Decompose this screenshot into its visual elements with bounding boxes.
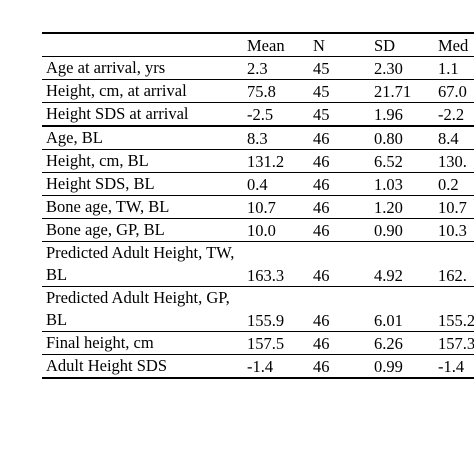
cell: 46 <box>313 175 330 194</box>
row-label: Age at arrival, yrs <box>46 58 166 77</box>
header-cell: Mean <box>247 36 285 55</box>
header-cell <box>42 33 243 57</box>
cell: 162. <box>438 266 467 285</box>
cell: -1.4 <box>247 357 274 376</box>
row-label: Height, cm, BL <box>46 151 149 170</box>
row-label: Bone age, GP, BL <box>46 220 165 239</box>
cell: 10.7 <box>438 198 467 217</box>
cell: 155.2 <box>438 311 474 330</box>
cell: 1.96 <box>374 105 403 124</box>
header-cell: Med <box>438 36 469 55</box>
cell: 8.3 <box>247 129 268 148</box>
cell: 46 <box>313 357 330 376</box>
table-row: Bone age, GP, BL 10.0 46 0.90 10.3 <box>42 219 474 242</box>
cell: 45 <box>313 105 330 124</box>
cell: -2.5 <box>247 105 274 124</box>
table-row: Height, cm, BL 131.2 46 6.52 130. <box>42 150 474 173</box>
cell: 157.5 <box>247 334 285 353</box>
header-cell: SD <box>374 36 396 55</box>
row-label: Bone age, TW, BL <box>46 197 170 216</box>
table-row: Age at arrival, yrs 2.3 45 2.30 1.1 <box>42 57 474 80</box>
cell: 163.3 <box>247 266 285 285</box>
row-label: Height SDS, BL <box>46 174 155 193</box>
cell: 155.9 <box>247 311 285 330</box>
cell: 130. <box>438 152 467 171</box>
table-row: Height SDS, BL 0.4 46 1.03 0.2 <box>42 173 474 196</box>
cell: 6.01 <box>374 311 403 330</box>
cell: 10.7 <box>247 198 276 217</box>
table-row: Predicted Adult Height, TW, BL 163.3 46 4.9… <box>42 242 474 287</box>
cell: -1.4 <box>438 357 465 376</box>
table-row: Adult Height SDS -1.4 46 0.99 -1.4 <box>42 355 474 378</box>
table-container: Mean N SD Med Age at arrival, yrs 2.3 45 2.… <box>42 32 474 379</box>
cell: 10.0 <box>247 221 276 240</box>
cell: 21.71 <box>374 82 412 101</box>
cell: 0.99 <box>374 357 403 376</box>
data-table: Mean N SD Med Age at arrival, yrs 2.3 45 2.… <box>42 32 474 379</box>
cell: 46 <box>313 311 330 330</box>
row-label: Age, BL <box>46 128 103 147</box>
row-label: Adult Height SDS <box>46 356 168 375</box>
header-cell: N <box>313 36 325 55</box>
table-row: Final height, cm 157.5 46 6.26 157.3 <box>42 332 474 355</box>
cell: 46 <box>313 221 330 240</box>
cell: 45 <box>313 82 330 101</box>
table-row: Predicted Adult Height, GP, BL 155.9 46 6.0… <box>42 287 474 332</box>
cell: 1.1 <box>438 59 459 78</box>
cell: 157.3 <box>438 334 474 353</box>
cell: 46 <box>313 334 330 353</box>
table-row: Age, BL 8.3 46 0.80 8.4 <box>42 126 474 150</box>
cell: 6.26 <box>374 334 403 353</box>
row-label: Height, cm, at arrival <box>46 81 187 100</box>
cell: 46 <box>313 266 330 285</box>
cell: 45 <box>313 59 330 78</box>
cell: 8.4 <box>438 129 459 148</box>
cell: -2.2 <box>438 105 465 124</box>
cell: 6.52 <box>374 152 403 171</box>
cell: 2.30 <box>374 59 403 78</box>
cell: 10.3 <box>438 221 467 240</box>
cell: 1.20 <box>374 198 403 217</box>
row-label: Height SDS at arrival <box>46 104 189 123</box>
header-row: Mean N SD Med <box>42 33 474 57</box>
table-row: Height SDS at arrival -2.5 45 1.96 -2.2 <box>42 103 474 126</box>
cell: 131.2 <box>247 152 285 171</box>
cell: 67.0 <box>438 82 467 101</box>
cell: 0.80 <box>374 129 403 148</box>
cell: 46 <box>313 152 330 171</box>
row-label: Final height, cm <box>46 333 154 352</box>
cell: 1.03 <box>374 175 403 194</box>
table-row: Bone age, TW, BL 10.7 46 1.20 10.7 <box>42 196 474 219</box>
cell: 75.8 <box>247 82 276 101</box>
cell: 0.90 <box>374 221 403 240</box>
table-row: Height, cm, at arrival 75.8 45 21.71 67.0 <box>42 80 474 103</box>
table-body: Age at arrival, yrs 2.3 45 2.30 1.1 Height, c… <box>42 57 474 378</box>
cell: 4.92 <box>374 266 403 285</box>
row-label: Predicted Adult Height, GP, BL <box>46 288 230 329</box>
cell: 46 <box>313 198 330 217</box>
table-header: Mean N SD Med <box>42 33 474 57</box>
cell: 2.3 <box>247 59 268 78</box>
cell: 46 <box>313 129 330 148</box>
cell: 0.4 <box>247 175 268 194</box>
cell: 0.2 <box>438 175 459 194</box>
row-label: Predicted Adult Height, TW, BL <box>46 243 235 284</box>
